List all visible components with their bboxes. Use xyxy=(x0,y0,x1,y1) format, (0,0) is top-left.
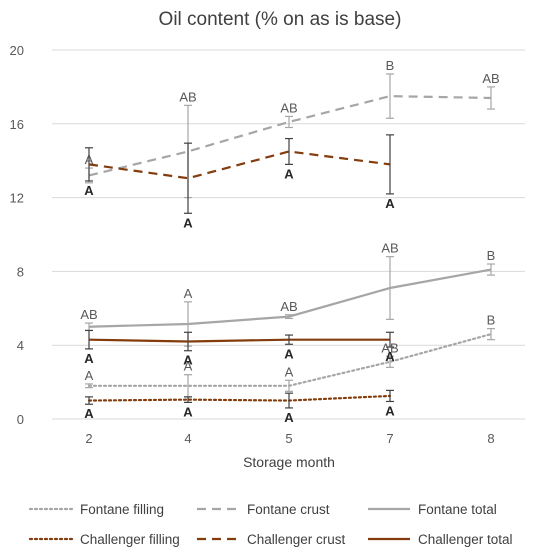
y-tick-label: 8 xyxy=(17,264,24,279)
significance-letter: AB xyxy=(179,89,196,104)
significance-letter: AB xyxy=(280,299,297,314)
series-line xyxy=(87,394,392,402)
significance-letter: B xyxy=(487,248,496,263)
x-axis-ticks: 2 4 5 7 8 xyxy=(85,431,494,446)
x-axis-label: Storage month xyxy=(243,454,335,470)
legend-label: Challenger total xyxy=(418,532,513,547)
significance-letter: A xyxy=(84,406,94,421)
y-tick-label: 16 xyxy=(10,117,24,132)
significance-letter: A xyxy=(284,166,294,181)
significance-letter: A xyxy=(284,410,294,425)
legend-label: Challenger crust xyxy=(247,532,346,547)
significance-letter: AB xyxy=(381,340,398,355)
x-tick-label: 2 xyxy=(85,431,92,446)
significance-letter: A xyxy=(183,353,193,368)
significance-letter: AB xyxy=(381,241,398,256)
significance-letter: AB xyxy=(482,71,499,86)
significance-letter: A xyxy=(183,215,193,230)
y-axis-ticks: 0 4 8 12 16 20 xyxy=(10,43,24,427)
legend-label: Fontane filling xyxy=(80,502,164,517)
significance-letter: B xyxy=(487,313,496,328)
gridlines xyxy=(52,49,525,346)
legend-label: Challenger filling xyxy=(80,532,180,547)
series-line xyxy=(88,150,391,180)
y-tick-label: 12 xyxy=(10,191,24,206)
significance-letter: A xyxy=(183,404,193,419)
legend: Fontane filling Fontane crust Fontane tota… xyxy=(28,502,513,547)
series-line xyxy=(88,338,390,343)
x-tick-label: 7 xyxy=(386,431,393,446)
legend-label: Fontane total xyxy=(418,502,497,517)
significance-letter: A xyxy=(84,183,94,198)
x-tick-label: 5 xyxy=(285,431,292,446)
significance-letter: AB xyxy=(280,100,297,115)
significance-letter: A xyxy=(84,351,94,366)
y-tick-label: 0 xyxy=(17,412,24,427)
significance-letter: A xyxy=(385,196,395,211)
significance-letter: A xyxy=(385,349,395,364)
significance-letter: A xyxy=(85,368,94,383)
significance-letter: B xyxy=(386,58,395,73)
significance-letter: A xyxy=(85,152,94,167)
y-tick-label: 20 xyxy=(10,43,24,58)
significance-letter: AB xyxy=(80,307,97,322)
significance-letter: A xyxy=(184,286,193,301)
significance-letter: A xyxy=(385,403,395,418)
chart-title: Oil content (% on as is base) xyxy=(159,9,402,30)
legend-label: Fontane crust xyxy=(247,502,330,517)
significance-letter: A xyxy=(184,359,193,374)
x-tick-label: 4 xyxy=(184,431,191,446)
x-tick-label: 8 xyxy=(487,431,494,446)
series-line xyxy=(88,95,492,177)
y-tick-label: 4 xyxy=(17,338,24,353)
significance-letter: A xyxy=(284,346,294,361)
error-bars xyxy=(85,73,495,409)
significance-letter: A xyxy=(285,364,294,379)
